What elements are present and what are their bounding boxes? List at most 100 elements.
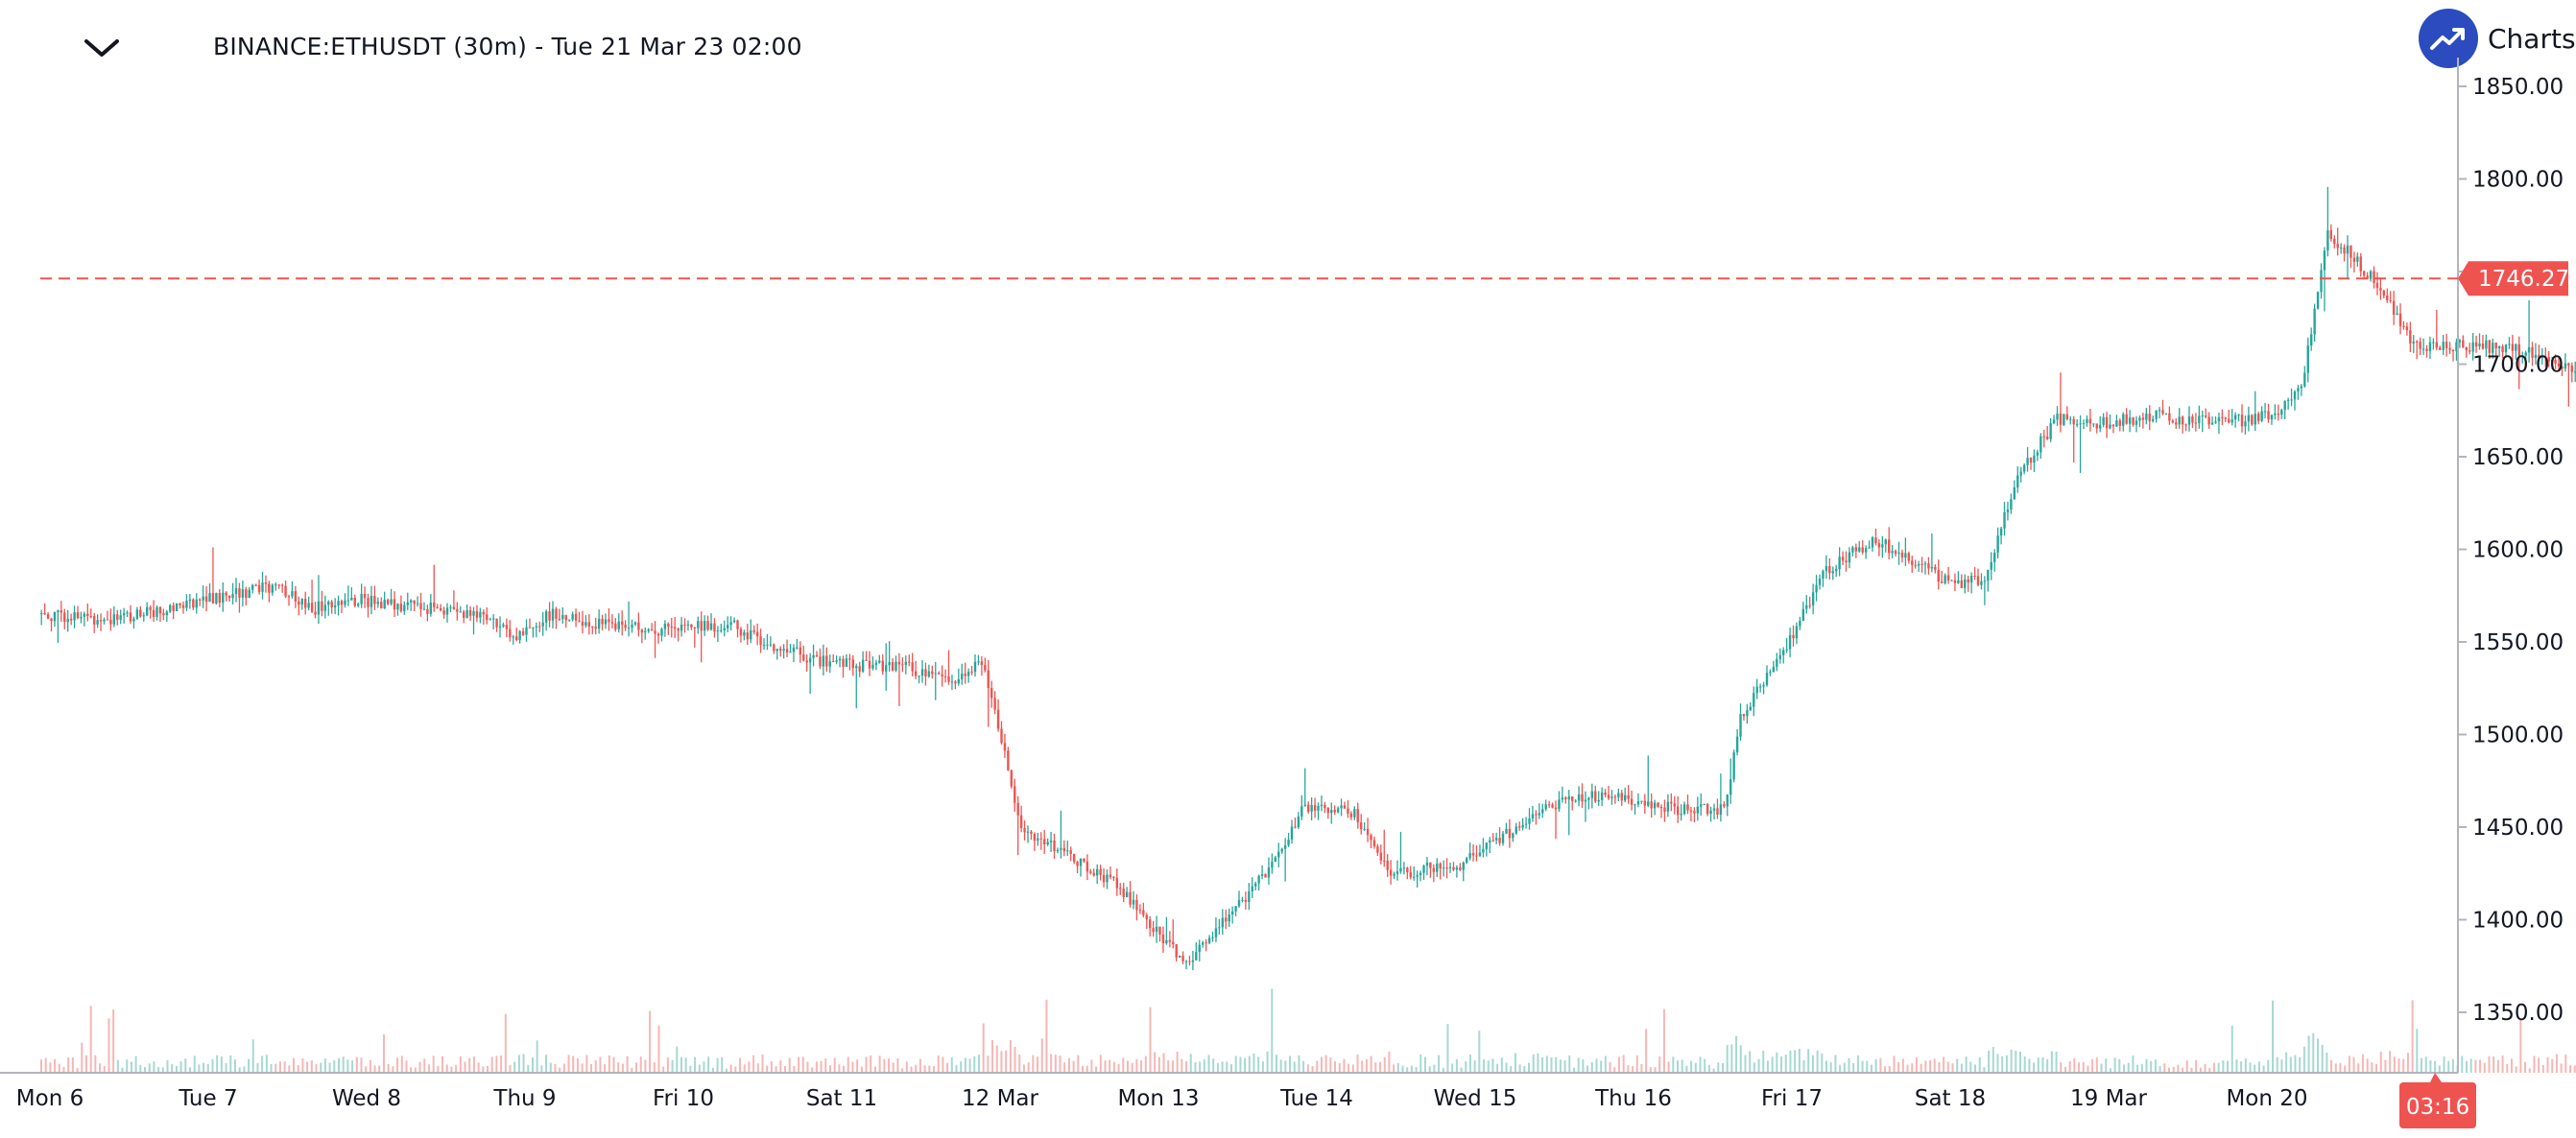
- candle-body: [1891, 551, 1894, 554]
- candle-body: [509, 628, 512, 638]
- volume-bar: [562, 1063, 565, 1073]
- candle-body: [2029, 458, 2033, 463]
- volume-bar: [1992, 1047, 1994, 1073]
- candle-body: [2086, 418, 2088, 423]
- candle-body: [505, 625, 509, 629]
- candle-body: [631, 624, 633, 628]
- volume-bar: [1821, 1053, 1824, 1073]
- volume-bar: [1694, 1062, 1697, 1073]
- candle-body: [2013, 486, 2016, 500]
- candle-body: [1811, 592, 1815, 605]
- candle-body: [755, 631, 759, 637]
- candle-body: [2263, 411, 2267, 413]
- candle-body: [2184, 424, 2187, 426]
- candle-body: [1000, 728, 1003, 744]
- candle-body: [894, 661, 897, 671]
- volume-bar: [1032, 1055, 1035, 1073]
- candle-body: [908, 661, 911, 663]
- candle-body: [2428, 342, 2432, 352]
- volume-bar: [2538, 1057, 2540, 1073]
- volume-bar: [725, 1068, 727, 1073]
- volume-bar: [856, 1059, 859, 1073]
- candle-body: [2369, 271, 2373, 279]
- candle-body: [2125, 414, 2128, 424]
- candle-body: [1317, 806, 1320, 811]
- candle-body: [2405, 326, 2409, 331]
- volume-bar: [1933, 1058, 1936, 1073]
- volume-bar: [860, 1066, 863, 1073]
- candle-body: [502, 625, 505, 627]
- volume-bar: [536, 1040, 538, 1073]
- volume-bar: [2073, 1057, 2076, 1073]
- candle-body: [2065, 414, 2069, 419]
- volume-bar: [400, 1055, 403, 1073]
- candle-body: [2088, 418, 2092, 424]
- volume-bar: [987, 1055, 990, 1073]
- candle-body: [931, 671, 934, 675]
- candle-body: [1845, 560, 1848, 563]
- candle-body: [574, 614, 578, 621]
- volume-bar: [968, 1058, 971, 1073]
- candle-body: [2389, 299, 2392, 301]
- collapse-button[interactable]: [75, 27, 129, 69]
- candle-body: [1825, 565, 1828, 572]
- candle-body: [941, 674, 943, 676]
- candle-body: [1996, 535, 1999, 554]
- volume-bar: [1617, 1056, 1620, 1073]
- candle-body: [1937, 569, 1940, 582]
- candle-body: [410, 600, 413, 603]
- candle-body: [2343, 247, 2346, 254]
- volume-bar: [761, 1054, 764, 1073]
- volume-bar: [288, 1065, 291, 1073]
- candle-body: [479, 611, 482, 618]
- candle-body: [449, 606, 452, 608]
- volume-bar: [1343, 1058, 1346, 1073]
- candle-body: [2439, 347, 2442, 350]
- volume-bar: [1361, 1060, 1364, 1073]
- volume-bar: [1000, 1051, 1003, 1073]
- candle-body: [2230, 419, 2233, 423]
- brand-link[interactable]: Charts p: [2419, 7, 2576, 70]
- candle-body: [403, 605, 406, 611]
- candle-body: [146, 606, 149, 616]
- candle-body: [1274, 857, 1277, 862]
- volume-bar: [639, 1056, 642, 1073]
- volume-bar: [1983, 1067, 1986, 1073]
- volume-bar: [676, 1046, 679, 1073]
- candle-body: [199, 599, 202, 601]
- volume-bar: [373, 1065, 376, 1073]
- volume-bar: [1866, 1060, 1869, 1073]
- candle-body: [1524, 823, 1528, 825]
- volume-bar: [220, 1056, 223, 1073]
- candle-body: [1521, 824, 1524, 828]
- candle-body: [1112, 877, 1115, 879]
- volume-bar: [1978, 1056, 1981, 1073]
- volume-bar: [1649, 1067, 1652, 1073]
- volume-bar: [1609, 1061, 1611, 1073]
- volume-bar: [1289, 1055, 1292, 1073]
- volume-bar: [315, 1064, 318, 1073]
- candle-body: [1379, 852, 1383, 861]
- candle-body: [2260, 411, 2263, 421]
- volume-bar: [1491, 1058, 1494, 1073]
- volume-bar: [1893, 1055, 1896, 1073]
- volume-bar: [1568, 1055, 1571, 1073]
- candle-body: [1535, 814, 1538, 816]
- volume-bar: [1185, 1060, 1188, 1073]
- candle-body: [1248, 890, 1251, 902]
- candle-body: [2075, 423, 2079, 425]
- candle-body: [2286, 399, 2290, 401]
- candle-body: [317, 601, 321, 615]
- candle-body: [2336, 244, 2339, 249]
- volume-bar: [1311, 1065, 1314, 1073]
- volume-bar: [1672, 1056, 1675, 1073]
- candle-body: [2481, 344, 2485, 349]
- candle-body: [667, 624, 670, 628]
- volume-bar: [2371, 1062, 2373, 1073]
- volume-bar: [1874, 1059, 1877, 1073]
- candle-body: [116, 614, 119, 620]
- candle-body: [2069, 418, 2072, 420]
- candle-body: [1508, 828, 1512, 839]
- candle-body: [1808, 605, 1811, 606]
